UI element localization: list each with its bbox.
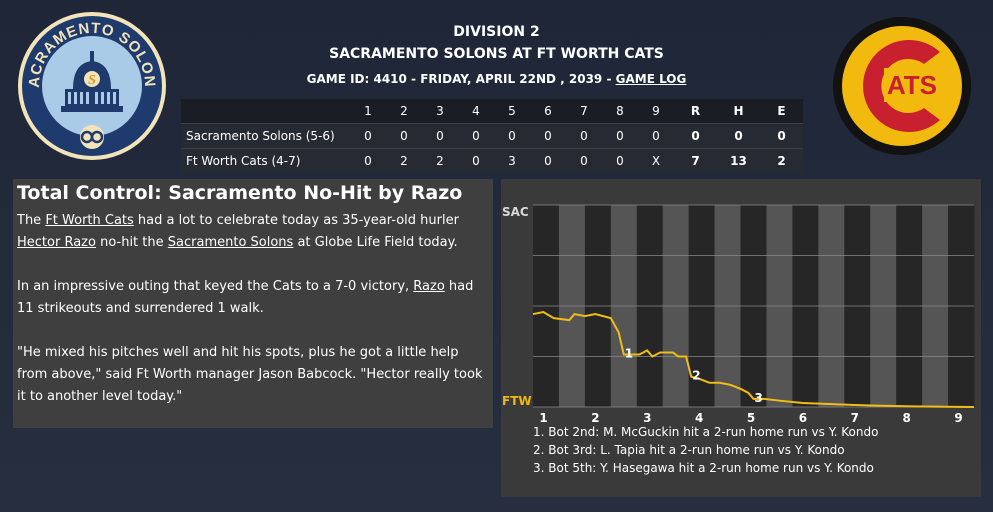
x-tick-label: 6 (799, 411, 807, 425)
player-link-hector-razo[interactable]: Hector Razo (17, 235, 96, 250)
story-text: In an impressive outing that keyed the C… (17, 279, 414, 294)
game-info: GAME ID: 4410 - FRIDAY, APRIL 22ND , 203… (0, 72, 993, 86)
linescore-row-home: Ft Worth Cats (4-7) 0 2 2 0 3 0 0 0 X 7 … (181, 148, 803, 173)
game-log-link[interactable]: GAME LOG (615, 72, 687, 86)
inning-score: 0 (580, 129, 588, 143)
inning-score: 0 (400, 129, 408, 143)
story-text: at Globe Life Field today. (293, 235, 458, 250)
team-link-ft-worth[interactable]: Ft Worth Cats (45, 213, 134, 228)
inning-score: 3 (508, 154, 516, 168)
y-top-label: SAC (502, 205, 529, 219)
svg-text:S: S (88, 73, 96, 88)
errors-total: 0 (777, 129, 786, 143)
x-tick-label: 1 (539, 411, 547, 425)
linescore-table: 1 2 3 4 5 6 7 8 9 R H E Sacramento Solon… (181, 99, 803, 173)
inning-header: 8 (616, 104, 624, 118)
runs-total: 7 (691, 154, 700, 168)
x-tick-label: 7 (851, 411, 859, 425)
inning-score: 2 (436, 154, 444, 168)
inning-header: 3 (436, 104, 444, 118)
inning-score: 0 (508, 129, 516, 143)
annotations: 1 2 3 (625, 346, 763, 404)
team-name-home[interactable]: Ft Worth Cats (4-7) (186, 154, 301, 168)
inning-score: 0 (364, 154, 372, 168)
inning-score: 0 (616, 129, 624, 143)
story-text: The (17, 213, 46, 228)
scoring-play: 1. Bot 2nd: M. McGuckin hit a 2-run home… (533, 425, 879, 439)
inning-header: 6 (544, 104, 552, 118)
inning-score: 0 (364, 129, 372, 143)
story-text: no-hit the (95, 235, 168, 250)
inning-header: 4 (472, 104, 480, 118)
x-tick-label: 2 (591, 411, 599, 425)
story-quote: "He mixed his pitches well and hit his s… (17, 345, 483, 404)
story-paragraph: In an impressive outing that keyed the C… (17, 276, 485, 320)
team-name-away[interactable]: Sacramento Solons (5-6) (186, 129, 335, 143)
inning-score: 0 (616, 154, 624, 168)
inning-score: 2 (400, 154, 408, 168)
linescore-row-away: Sacramento Solons (5-6) 0 0 0 0 0 0 0 0 … (181, 123, 803, 149)
hits-header: H (733, 104, 744, 118)
team-link-sacramento[interactable]: Sacramento Solons (167, 235, 294, 250)
game-info-text: GAME ID: 4410 - FRIDAY, APRIL 22ND , 203… (306, 72, 616, 86)
win-probability-chart: 1 2 3 SAC FTW 1 2 3 4 5 6 7 8 9 (502, 204, 975, 425)
x-tick-label: 5 (747, 411, 755, 425)
capitol-dome-icon: SACRAMENTO SOLONS S (11, 0, 166, 160)
matchup-title: SACRAMENTO SOLONS AT FT WORTH CATS (329, 46, 664, 62)
runs-header: R (690, 104, 701, 118)
linescore-header-row: 1 2 3 4 5 6 7 8 9 R H E (181, 99, 803, 124)
inning-header: 9 (652, 104, 660, 118)
x-tick-label: 4 (695, 411, 703, 425)
inning-header: 5 (508, 104, 516, 118)
inning-score: 0 (544, 154, 552, 168)
scoring-play: 2. Bot 3rd: L. Tapia hit a 2-run home ru… (533, 443, 845, 457)
inning-score: 0 (652, 129, 660, 143)
errors-total: 2 (777, 154, 786, 168)
play-marker: 2 (692, 369, 700, 383)
inning-score: 0 (436, 129, 444, 143)
story-text: had 11 strikeouts and surrendered 1 walk… (17, 279, 474, 316)
story-paragraph: The Ft Worth Cats had a lot to celebrate… (17, 210, 485, 254)
series-line-home (532, 311, 975, 408)
linescore-team-header (181, 99, 350, 124)
inning-header: 2 (400, 104, 408, 118)
runs-total: 0 (691, 129, 700, 143)
inning-score: 0 (472, 154, 480, 168)
cats-c-logo-icon: ATS (833, 17, 971, 155)
hits-total: 13 (730, 154, 747, 168)
inning-score: X (651, 154, 661, 168)
x-tick-label: 3 (643, 411, 651, 425)
inning-header: 1 (364, 104, 372, 118)
errors-header: E (777, 104, 786, 118)
y-bottom-label: FTW (502, 394, 532, 408)
sacramento-solons-logo[interactable]: SACRAMENTO SOLONS S (11, 0, 167, 161)
inning-score: 0 (580, 154, 588, 168)
play-marker: 1 (625, 346, 633, 360)
inning-score: 0 (472, 129, 480, 143)
x-tick-label: 9 (954, 411, 962, 425)
win-probability-panel: 1 2 3 SAC FTW 1 2 3 4 5 6 7 8 9 1. Bot 2nd: M. McG… (501, 179, 981, 497)
scoring-play: 3. Bot 5th: Y. Hasegawa hit a 2-run home… (533, 461, 874, 475)
hits-total: 0 (734, 129, 743, 143)
play-marker: 3 (755, 391, 763, 405)
svg-text:ATS: ATS (887, 70, 937, 100)
division-title: DIVISION 2 (453, 24, 540, 40)
inning-header: 7 (580, 104, 588, 118)
inning-score: 0 (544, 129, 552, 143)
ft-worth-cats-logo[interactable]: ATS (832, 16, 972, 156)
x-tick-labels: 1 2 3 4 5 6 7 8 9 (539, 411, 962, 425)
story-text: had a lot to celebrate today as 35-year-… (133, 213, 459, 228)
x-tick-label: 8 (903, 411, 911, 425)
player-link-razo[interactable]: Razo (413, 279, 445, 294)
game-story-panel: Total Control: Sacramento No-Hit by Razo… (13, 179, 493, 428)
story-headline: Total Control: Sacramento No-Hit by Razo (17, 182, 463, 204)
